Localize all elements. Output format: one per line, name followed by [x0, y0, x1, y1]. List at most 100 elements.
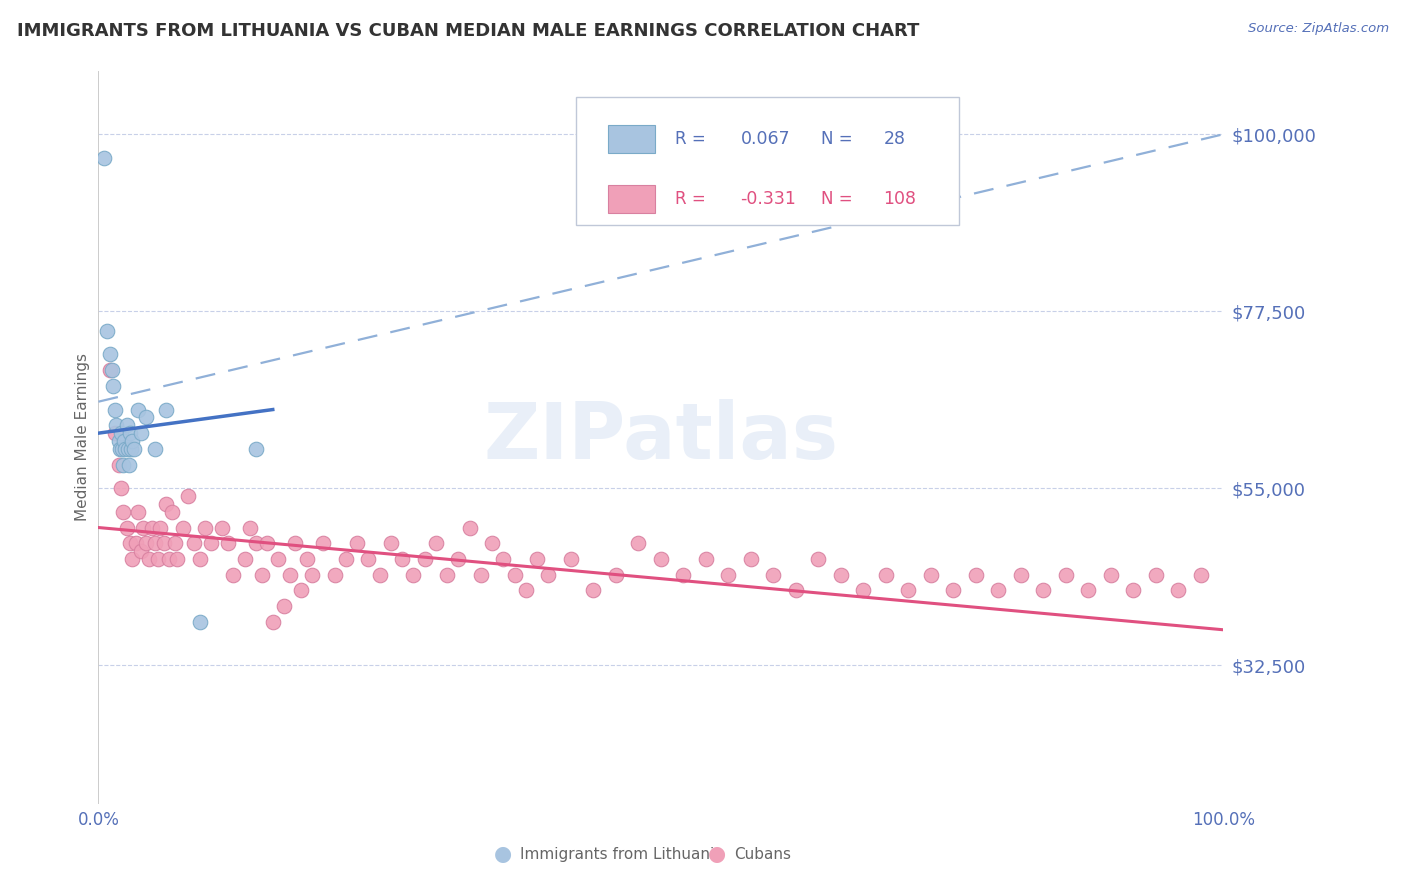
- Point: [323, 567, 346, 582]
- Point: [1167, 583, 1189, 598]
- Point: [149, 520, 172, 534]
- Text: 0.067: 0.067: [741, 130, 790, 148]
- Y-axis label: Median Male Earnings: Median Male Earnings: [75, 353, 90, 521]
- Text: N =: N =: [821, 190, 853, 209]
- Point: [114, 442, 136, 456]
- Point: [112, 505, 135, 519]
- Point: [245, 536, 267, 550]
- Point: [920, 567, 942, 582]
- Text: IMMIGRANTS FROM LITHUANIA VS CUBAN MEDIAN MALE EARNINGS CORRELATION CHART: IMMIGRANTS FROM LITHUANIA VS CUBAN MEDIA…: [17, 22, 920, 40]
- Point: [273, 599, 295, 614]
- Point: [436, 567, 458, 582]
- Point: [267, 552, 290, 566]
- Point: [650, 552, 672, 566]
- Point: [875, 567, 897, 582]
- Point: [295, 552, 318, 566]
- Point: [582, 583, 605, 598]
- Point: [152, 536, 174, 550]
- Point: [605, 567, 627, 582]
- Point: [807, 552, 830, 566]
- Bar: [607, 186, 655, 213]
- Point: [155, 402, 177, 417]
- Point: [222, 567, 245, 582]
- Point: [470, 567, 492, 582]
- Point: [526, 552, 548, 566]
- Point: [830, 567, 852, 582]
- Point: [118, 536, 141, 550]
- Point: [127, 402, 149, 417]
- Point: [1144, 567, 1167, 582]
- Point: [172, 520, 194, 534]
- Point: [110, 481, 132, 495]
- Point: [132, 520, 155, 534]
- Point: [740, 552, 762, 566]
- Point: [301, 567, 323, 582]
- Point: [458, 520, 481, 534]
- Point: [98, 347, 121, 361]
- Point: [121, 552, 143, 566]
- Point: [368, 567, 391, 582]
- Text: 108: 108: [883, 190, 917, 209]
- Point: [121, 434, 143, 448]
- Point: [166, 552, 188, 566]
- Point: [124, 536, 146, 550]
- Point: [762, 567, 785, 582]
- Point: [111, 442, 134, 456]
- Point: [1099, 567, 1122, 582]
- Point: [481, 536, 503, 550]
- Point: [118, 458, 141, 472]
- Point: [312, 536, 335, 550]
- Point: [143, 536, 166, 550]
- Point: [124, 442, 146, 456]
- Point: [200, 536, 222, 550]
- Point: [515, 583, 537, 598]
- Point: [115, 418, 138, 433]
- Point: [245, 442, 267, 456]
- Point: [141, 520, 163, 534]
- Point: [278, 567, 301, 582]
- Point: [987, 583, 1010, 598]
- Point: [177, 489, 200, 503]
- Point: [785, 583, 807, 598]
- Text: 28: 28: [883, 130, 905, 148]
- Point: [897, 583, 920, 598]
- Point: [391, 552, 413, 566]
- Point: [560, 552, 582, 566]
- Point: [188, 615, 211, 629]
- Text: -0.331: -0.331: [741, 190, 796, 209]
- Point: [104, 426, 127, 441]
- Point: [1189, 567, 1212, 582]
- Text: ●: ●: [709, 844, 725, 864]
- Point: [717, 567, 740, 582]
- Point: [1054, 567, 1077, 582]
- Point: [96, 324, 118, 338]
- Point: [284, 536, 307, 550]
- Point: [1032, 583, 1054, 598]
- Point: [138, 552, 160, 566]
- Point: [93, 151, 115, 165]
- FancyBboxPatch shape: [576, 97, 959, 225]
- Bar: [607, 126, 655, 153]
- Point: [447, 552, 470, 566]
- Point: [233, 552, 256, 566]
- Text: Cubans: Cubans: [734, 847, 792, 862]
- Point: [112, 434, 135, 448]
- Text: ●: ●: [495, 844, 512, 864]
- Point: [105, 418, 128, 433]
- Point: [852, 583, 875, 598]
- Text: R =: R =: [675, 130, 706, 148]
- Point: [492, 552, 515, 566]
- Point: [157, 552, 180, 566]
- Text: R =: R =: [675, 190, 706, 209]
- Point: [107, 458, 129, 472]
- Point: [1122, 583, 1144, 598]
- Point: [672, 567, 695, 582]
- Point: [346, 536, 368, 550]
- Point: [239, 520, 262, 534]
- Point: [250, 567, 273, 582]
- Point: [120, 442, 142, 456]
- Point: [183, 536, 205, 550]
- Point: [98, 363, 121, 377]
- Point: [256, 536, 278, 550]
- Point: [108, 442, 131, 456]
